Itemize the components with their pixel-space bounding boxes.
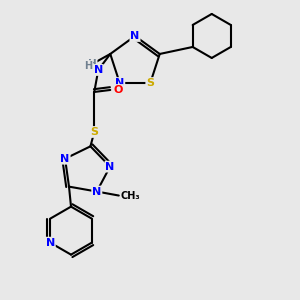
Text: N: N — [105, 162, 115, 172]
Text: H: H — [88, 59, 97, 69]
Text: N: N — [61, 154, 70, 164]
Text: H: H — [84, 61, 92, 71]
Text: N: N — [115, 78, 124, 88]
Text: N: N — [92, 187, 101, 196]
Text: S: S — [146, 78, 154, 88]
Text: N: N — [94, 65, 103, 75]
Text: N: N — [130, 31, 140, 41]
Text: CH₃: CH₃ — [121, 190, 140, 200]
Text: N: N — [46, 238, 55, 248]
Text: S: S — [90, 127, 98, 137]
Text: O: O — [114, 85, 123, 95]
